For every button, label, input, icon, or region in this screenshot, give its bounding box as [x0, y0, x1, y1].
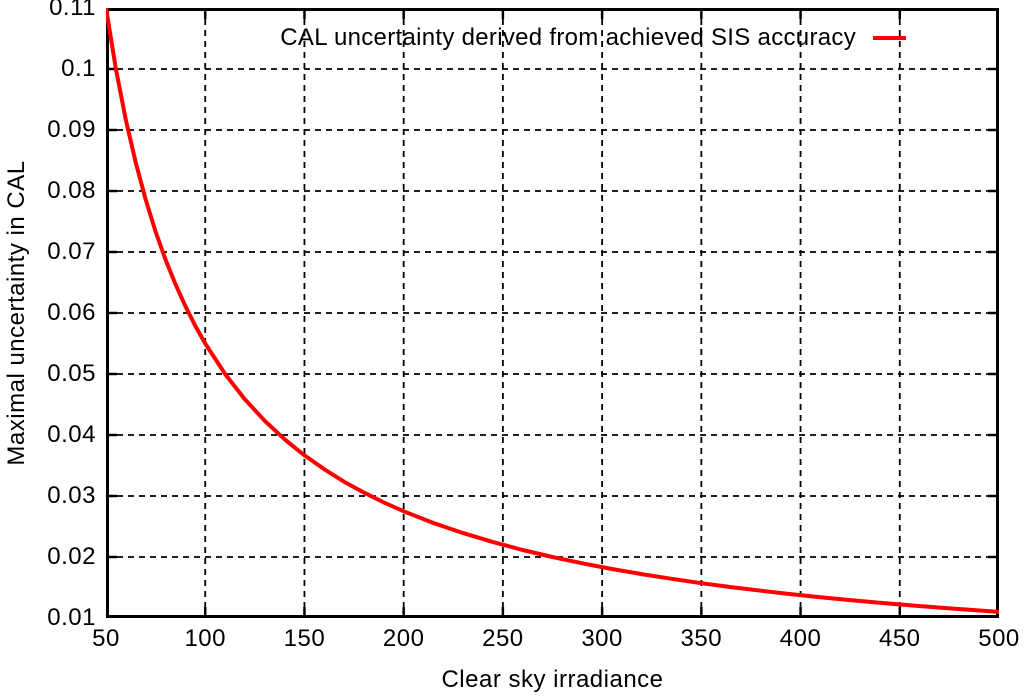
x-tick-label: 400 — [779, 625, 822, 652]
x-tick-label: 250 — [482, 625, 524, 652]
x-tick-label: 100 — [184, 625, 226, 652]
y-tick-label: 0.11 — [49, 0, 96, 21]
plot-area — [106, 8, 999, 618]
y-tick-label: 0.09 — [47, 116, 96, 143]
y-tick-label: 0.04 — [47, 421, 96, 448]
x-tick-label: 450 — [878, 625, 921, 652]
y-tick-label: 0.03 — [47, 482, 96, 509]
y-tick-label: 0.05 — [47, 360, 96, 387]
plot-border — [106, 8, 999, 618]
x-tick-label: 150 — [283, 625, 326, 652]
y-tick-label: 0.01 — [47, 604, 96, 631]
y-tick-label: 0.08 — [47, 177, 96, 204]
x-tick-label: 200 — [382, 625, 425, 652]
legend-line-sample — [873, 36, 906, 40]
plot-svg — [106, 8, 999, 618]
legend-label: CAL uncertainty derived from achieved SI… — [280, 24, 856, 51]
y-tick-label: 0.1 — [61, 55, 96, 82]
y-tick-label: 0.06 — [47, 299, 96, 326]
y-tick-label: 0.07 — [47, 238, 96, 265]
y-tick-label: 0.02 — [47, 543, 96, 570]
x-tick-label: 50 — [92, 625, 120, 652]
x-tick-label: 350 — [680, 625, 723, 652]
legend: CAL uncertainty derived from achieved SI… — [106, 24, 906, 52]
x-tick-label: 300 — [581, 625, 623, 652]
x-axis-title: Clear sky irradiance — [441, 666, 664, 693]
x-tick-label: 500 — [978, 625, 1020, 652]
data-series-line — [106, 8, 999, 614]
